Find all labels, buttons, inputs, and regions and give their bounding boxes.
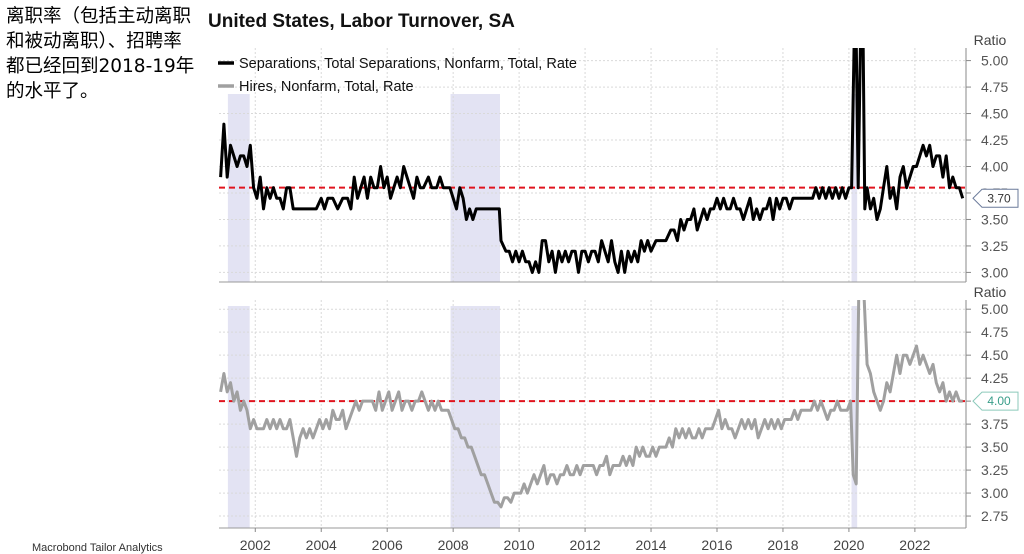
y-tick-label: 4.75	[981, 79, 1008, 95]
y-tick-label: 4.75	[981, 324, 1008, 340]
legend-label-hires: Hires, Nonfarm, Total, Rate	[239, 79, 414, 95]
x-tick-label: 2014	[635, 537, 666, 553]
x-tick-label: 2004	[306, 537, 337, 553]
y-tick-label: 3.00	[981, 264, 1008, 280]
y-tick-label: 4.25	[981, 132, 1008, 148]
x-tick-label: 2010	[504, 537, 535, 553]
recession-band	[227, 306, 250, 528]
series-line-hires	[219, 300, 963, 509]
x-tick-label: 2012	[570, 537, 601, 553]
last-value-callout	[972, 391, 1019, 411]
y-tick-label: 4.50	[981, 106, 1008, 122]
x-tick-label: 2020	[833, 537, 864, 553]
y-tick-label: 2.75	[981, 508, 1008, 524]
annotation-text: 离职率（包括主动离职和被动离职）、招聘率都已经回到2018-19年的水平了。	[6, 6, 195, 102]
footer-text: Macrobond Tailor Analytics	[32, 542, 163, 554]
x-tick-label: 2006	[372, 537, 403, 553]
unit-label: Ratio	[974, 284, 1007, 300]
y-tick-label: 5.00	[981, 301, 1008, 317]
y-tick-label: 3.25	[981, 462, 1008, 478]
x-tick-label: 2008	[438, 537, 469, 553]
y-tick-label: 5.00	[981, 53, 1008, 69]
x-tick-label: 2022	[899, 537, 930, 553]
recession-band	[227, 94, 250, 282]
y-tick-label: 4.25	[981, 370, 1008, 386]
x-tick-label: 2002	[240, 537, 271, 553]
y-tick-label: 3.25	[981, 238, 1008, 254]
last-value-callout	[972, 188, 1019, 208]
series-line-separations	[219, 48, 965, 274]
x-tick-label: 2016	[701, 537, 732, 553]
y-tick-label: 4.00	[981, 159, 1008, 175]
y-tick-label: 4.50	[981, 347, 1008, 363]
legend-label-separations: Separations, Total Separations, Nonfarm,…	[239, 56, 577, 72]
y-tick-label: 3.50	[981, 439, 1008, 455]
legend: Separations, Total Separations, Nonfarm,…	[218, 56, 577, 95]
recession-band	[851, 306, 858, 528]
separations-panel: 3.003.253.503.754.004.254.504.755.00Rati…	[219, 32, 1019, 283]
x-tick-label: 2018	[767, 537, 798, 553]
y-tick-label: 3.75	[981, 416, 1008, 432]
chart-title: United States, Labor Turnover, SA	[208, 11, 515, 32]
last-value-label: 3.70	[987, 191, 1011, 205]
hires-panel: 2.75 3.00 3.25 3.50 3.75 4.00 4.25 4.50 4.75 5.00…	[219, 284, 1019, 553]
unit-label: Ratio	[974, 32, 1007, 48]
y-tick-label: 3.50	[981, 211, 1008, 227]
y-tick-label: 3.00	[981, 485, 1008, 501]
last-value-label: 4.00	[987, 394, 1011, 408]
